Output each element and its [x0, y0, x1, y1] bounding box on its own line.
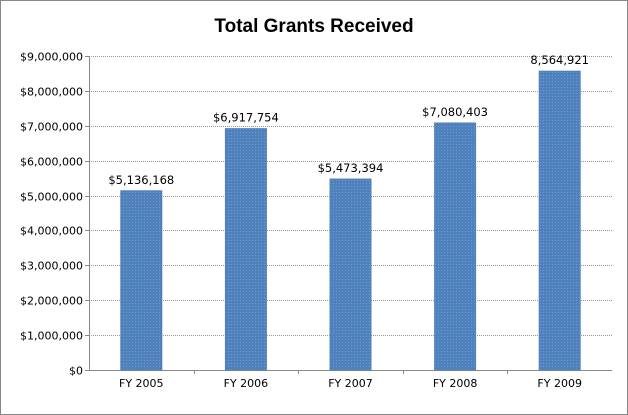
bar-fy-2007 [329, 178, 372, 371]
y-tick-label: $9,000,000 [20, 51, 83, 64]
y-tick-label: $2,000,000 [20, 295, 83, 308]
x-tick-label: FY 2005 [119, 377, 164, 390]
y-tick-label: $0 [69, 365, 83, 378]
data-label: $7,080,403 [422, 105, 488, 119]
bar-fy-2009 [538, 70, 581, 371]
y-tick-label: $7,000,000 [20, 121, 83, 134]
y-tick-label: $3,000,000 [20, 260, 83, 273]
y-tick-label: $4,000,000 [20, 225, 83, 238]
y-tick-label: $5,000,000 [20, 191, 83, 204]
x-tick-label: FY 2006 [224, 377, 269, 390]
x-tick-label: FY 2008 [433, 377, 478, 390]
y-tick-label: $6,000,000 [20, 156, 83, 169]
x-tick-label: FY 2009 [537, 377, 582, 390]
bar-fy-2006 [224, 128, 267, 371]
bar-fy-2005 [120, 190, 163, 371]
chart-title: Total Grants Received [214, 16, 413, 37]
y-tick-label: $1,000,000 [20, 330, 83, 343]
data-label: 8,564,921 [530, 53, 589, 67]
bar-fy-2008 [434, 122, 477, 371]
x-tick-label: FY 2007 [328, 377, 373, 390]
data-label: $6,917,754 [213, 111, 279, 125]
y-tick-label: $8,000,000 [20, 86, 83, 99]
data-label: $5,473,394 [318, 161, 384, 175]
data-label: $5,136,168 [108, 173, 174, 187]
